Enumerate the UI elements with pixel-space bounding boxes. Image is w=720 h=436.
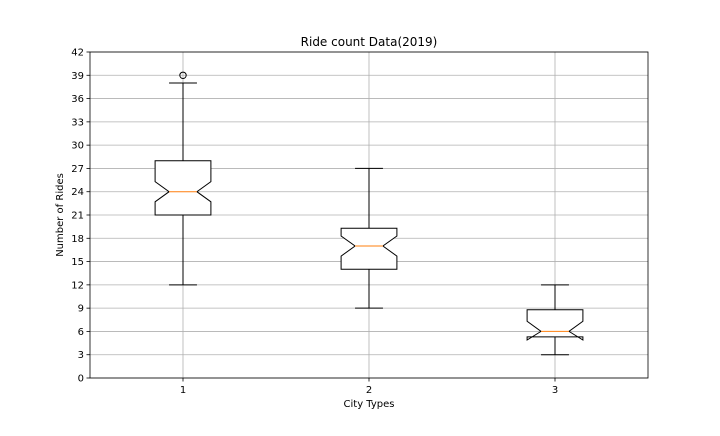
boxes — [154, 71, 584, 356]
y-tick-label: 15 — [71, 257, 84, 268]
x-tick-label: 1 — [180, 385, 186, 396]
box-1 — [154, 71, 212, 286]
outlier-point — [179, 71, 187, 79]
y-tick-label: 39 — [71, 71, 84, 82]
y-tick-label: 27 — [71, 164, 84, 175]
y-axis-label: Number of Rides — [55, 173, 66, 257]
y-tick-label: 30 — [71, 141, 84, 152]
y-tick-label: 18 — [71, 234, 84, 245]
box-body — [340, 227, 398, 270]
y-tick-label: 12 — [71, 280, 84, 291]
y-tick-label: 6 — [78, 327, 84, 338]
y-tick-label: 33 — [71, 117, 84, 128]
y-tick-label: 9 — [78, 304, 84, 315]
box-body — [154, 160, 212, 216]
box-3 — [526, 284, 584, 356]
x-tick-label: 2 — [366, 385, 372, 396]
box-body — [526, 309, 584, 341]
y-tick-label: 21 — [71, 211, 84, 222]
y-tick-label: 3 — [78, 350, 84, 361]
x-axis-label: City Types — [344, 399, 395, 410]
box-2 — [340, 167, 398, 309]
y-tick-label: 0 — [78, 374, 84, 385]
x-tick-label: 3 — [552, 385, 558, 396]
y-tick-label: 36 — [71, 94, 84, 105]
y-tick-label: 42 — [71, 48, 84, 59]
y-tick-label: 24 — [71, 187, 84, 198]
chart-title: Ride count Data(2019) — [301, 35, 438, 49]
